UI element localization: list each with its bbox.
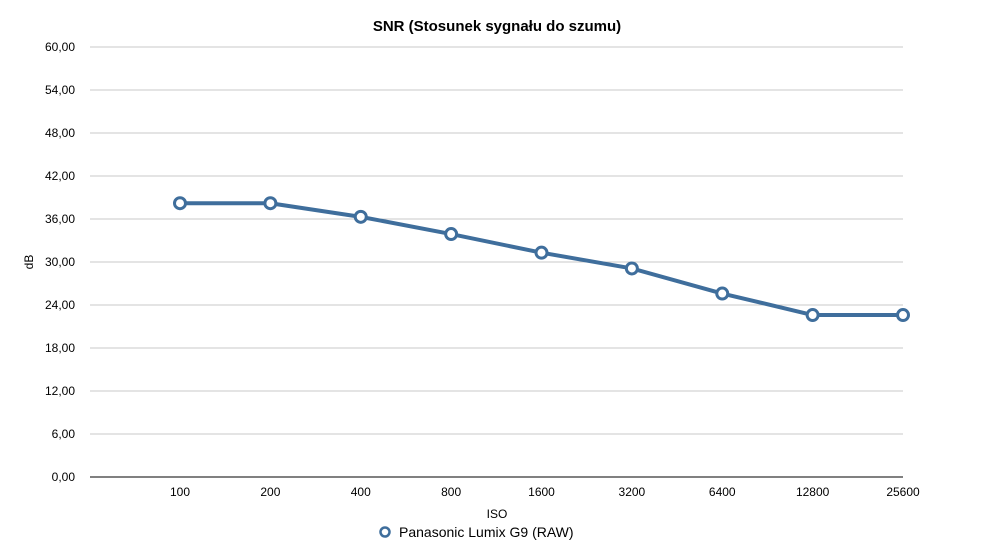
- data-point: [444, 227, 459, 242]
- legend-marker: [379, 526, 391, 538]
- y-tick-label: 12,00: [45, 384, 75, 398]
- x-tick-label: 800: [441, 485, 461, 499]
- data-point: [263, 196, 278, 211]
- data-point: [896, 308, 910, 323]
- x-tick-label: 200: [260, 485, 280, 499]
- y-axis-ticks: 0,00 6,00 12,00 18,00 24,00 30,00 36,00 42,00 48…: [45, 40, 75, 484]
- data-point: [534, 245, 549, 260]
- data-point: [173, 196, 187, 211]
- data-point: [715, 286, 730, 301]
- x-tick-label: 100: [170, 485, 190, 499]
- data-point: [805, 308, 820, 323]
- x-axis-label: ISO: [487, 507, 508, 521]
- chart-title: SNR (Stosunek sygnału do szumu): [373, 18, 621, 35]
- x-tick-label: 400: [351, 485, 371, 499]
- series-line-group: [173, 196, 910, 323]
- y-tick-label: 30,00: [45, 255, 75, 269]
- x-tick-label: 12800: [796, 485, 830, 499]
- y-tick-label: 6,00: [52, 427, 76, 441]
- x-tick-label: 1600: [528, 485, 555, 499]
- y-tick-label: 42,00: [45, 169, 75, 183]
- x-tick-label: 3200: [619, 485, 646, 499]
- gridlines: [90, 46, 903, 435]
- y-tick-label: 48,00: [45, 126, 75, 140]
- y-tick-label: 24,00: [45, 298, 75, 312]
- y-axis-label: dB: [22, 255, 36, 270]
- x-tick-label: 25600: [886, 485, 920, 499]
- x-tick-label: 6400: [709, 485, 736, 499]
- y-tick-label: 36,00: [45, 212, 75, 226]
- y-tick-label: 54,00: [45, 83, 75, 97]
- y-tick-label: 60,00: [45, 40, 75, 54]
- data-point: [353, 209, 368, 224]
- x-axis-ticks: 100 200 400 800 1600 3200 6400 12800 25600: [170, 485, 920, 499]
- data-point: [624, 261, 639, 276]
- y-tick-label: 0,00: [52, 470, 76, 484]
- legend-entry: Panasonic Lumix G9 (RAW): [399, 524, 574, 540]
- legend: Panasonic Lumix G9 (RAW): [379, 524, 574, 540]
- y-tick-label: 18,00: [45, 341, 75, 355]
